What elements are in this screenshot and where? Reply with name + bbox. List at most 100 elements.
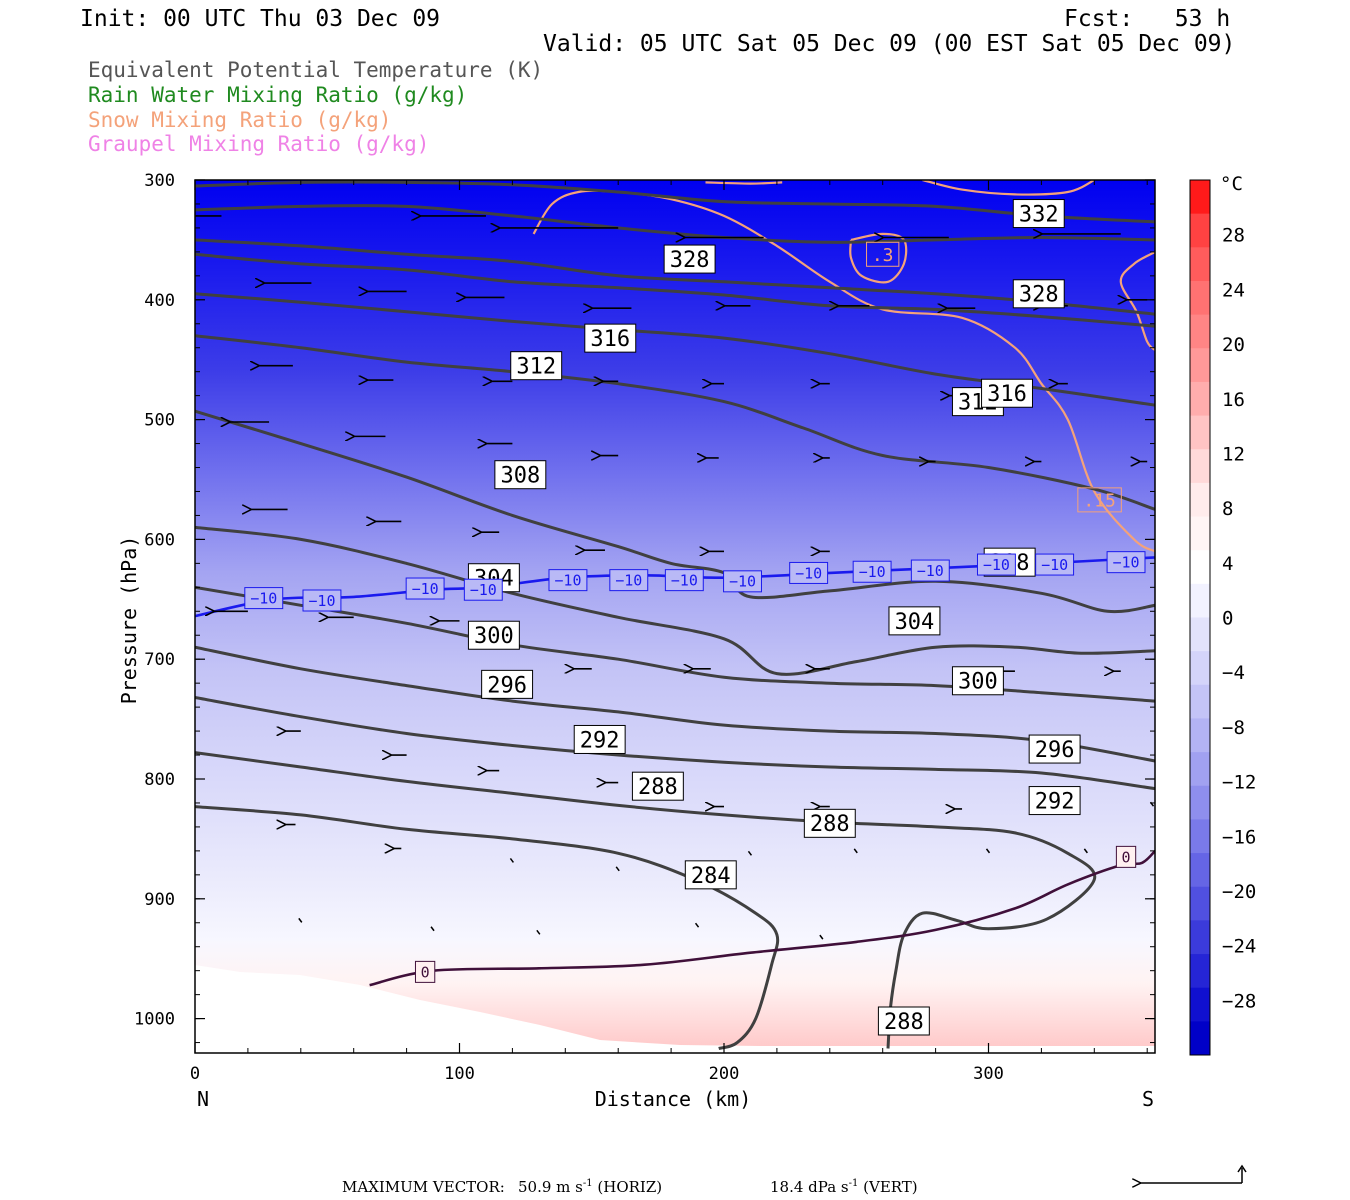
svg-text:300: 300 [474,624,514,649]
colorbar-tick-label: 16 [1222,389,1245,411]
colorbar-segment [1190,482,1210,518]
isotherm-label: −10 [976,553,1016,576]
colorbar-segment [1190,886,1210,921]
isotherm-label: −10 [463,578,503,601]
colorbar-tick-label: −20 [1222,881,1256,903]
svg-text:304: 304 [895,610,935,635]
theta-e-label: 288 [877,1006,930,1036]
wind-vector [1083,848,1088,854]
isotherm-label: −10 [1035,553,1075,576]
svg-text:−10: −10 [859,563,886,581]
y-tick-label: 900 [144,890,175,910]
colorbar-tick-label: 0 [1222,608,1233,630]
colorbar-segment [1190,752,1210,787]
isotherm-label: −10 [405,577,445,600]
svg-text:288: 288 [884,1010,924,1035]
isotherm-label: −10 [723,570,762,593]
svg-text:−10: −10 [250,590,277,608]
svg-text:−10: −10 [671,572,698,590]
svg-text:332: 332 [1019,202,1059,227]
colorbar-segment [1190,180,1210,215]
theta-e-contour-296 [195,645,1155,763]
colorbar-segment [1190,718,1210,753]
theta-e-label: 300 [467,620,520,650]
x-tick-label: 0 [190,1064,200,1084]
colorbar-tick-label: −8 [1222,717,1245,739]
colorbar-tick-label: −4 [1222,662,1245,684]
theta-e-label: 332 [1012,199,1065,229]
x-end-label-left: N [197,1087,209,1111]
svg-text:328: 328 [1019,283,1059,308]
snow-label: .3 [866,241,900,267]
colorbar-segment [1190,516,1210,551]
svg-text:−10: −10 [470,581,497,599]
colorbar-frame [1189,179,1211,1056]
theta-e-label: 296 [1028,734,1081,764]
theta-e-label: 292 [1028,786,1081,816]
isotherm-label: −10 [1106,551,1146,574]
svg-text:−10: −10 [795,564,822,582]
theta-e-contour-308 [195,409,1155,614]
wind-vector [536,929,541,935]
theta-e-label: 300 [951,666,1004,696]
wind-vector [819,934,824,940]
colorbar-tick-label: −12 [1222,772,1256,794]
svg-text:292: 292 [1035,789,1075,814]
svg-text:−10: −10 [917,562,944,580]
svg-text:292: 292 [580,728,620,753]
y-tick-label: 400 [144,291,175,311]
colorbar-tick-label: 12 [1222,443,1245,465]
valid-time: Valid: 05 UTC Sat 05 Dec 09 (00 EST Sat … [543,31,1236,57]
snow-contour [1119,250,1155,351]
svg-text:−10: −10 [554,572,581,590]
isotherm-label: −10 [910,559,950,582]
wind-vector [430,926,435,932]
isotherm-label: −10 [789,561,829,584]
colorbar-segment [1190,954,1210,989]
isotherm-label: 0 [1115,845,1137,868]
legend-theta-e: Equivalent Potential Temperature (K) [88,58,544,82]
snow-contour [705,181,783,185]
init-time: Init: 00 UTC Thu 03 Dec 09 [80,6,441,32]
colorbar-segment [1190,348,1210,383]
theta-e-contour-328 [195,238,1155,316]
svg-text:284: 284 [691,864,731,889]
temperature-field [195,180,1155,1053]
wind-vector [853,848,858,854]
wind-vector [985,848,991,854]
theta-e-label: 316 [584,323,637,353]
svg-text:308: 308 [500,464,540,489]
colorbar-tick-label: 28 [1222,225,1245,247]
svg-text:312: 312 [516,355,556,380]
theta-e-label: 288 [803,808,856,838]
theta-e-label: 308 [494,460,547,490]
y-tick-label: 800 [144,770,175,790]
colorbar-segment [1190,819,1210,854]
legend-snow: Snow Mixing Ratio (g/kg) [88,108,392,132]
svg-text:0: 0 [1122,848,1131,866]
svg-text:0: 0 [421,963,430,981]
wind-vector [615,866,620,872]
colorbar-segment [1190,853,1210,888]
svg-text:−10: −10 [1041,556,1068,574]
theta-e-contour-288 [195,751,1097,1049]
colorbar-segment [1190,314,1210,349]
svg-text:316: 316 [987,382,1027,407]
snow-label: .15 [1077,487,1122,513]
reference-vector-icon [1140,1164,1247,1183]
theta-e-contour-304 [195,525,1155,676]
y-tick-label: 700 [144,650,175,670]
colorbar-tick-label: 24 [1222,279,1245,301]
svg-text:288: 288 [810,812,850,837]
y-axis-label: Pressure (hPa) [117,536,141,705]
colorbar-segment [1190,415,1210,450]
svg-text:316: 316 [590,327,630,352]
theta-e-contour-332 [195,204,1155,244]
legend-rain-water: Rain Water Mixing Ratio (g/kg) [88,83,468,107]
wind-vector [298,917,303,923]
colorbar-segment [1190,449,1210,484]
x-tick-label: 300 [973,1064,1004,1084]
colorbar-segment [1190,247,1210,282]
snow-contour [922,180,1095,196]
max-vector-vert: 18.4 dPa s-1 (VERT) [770,1178,918,1196]
